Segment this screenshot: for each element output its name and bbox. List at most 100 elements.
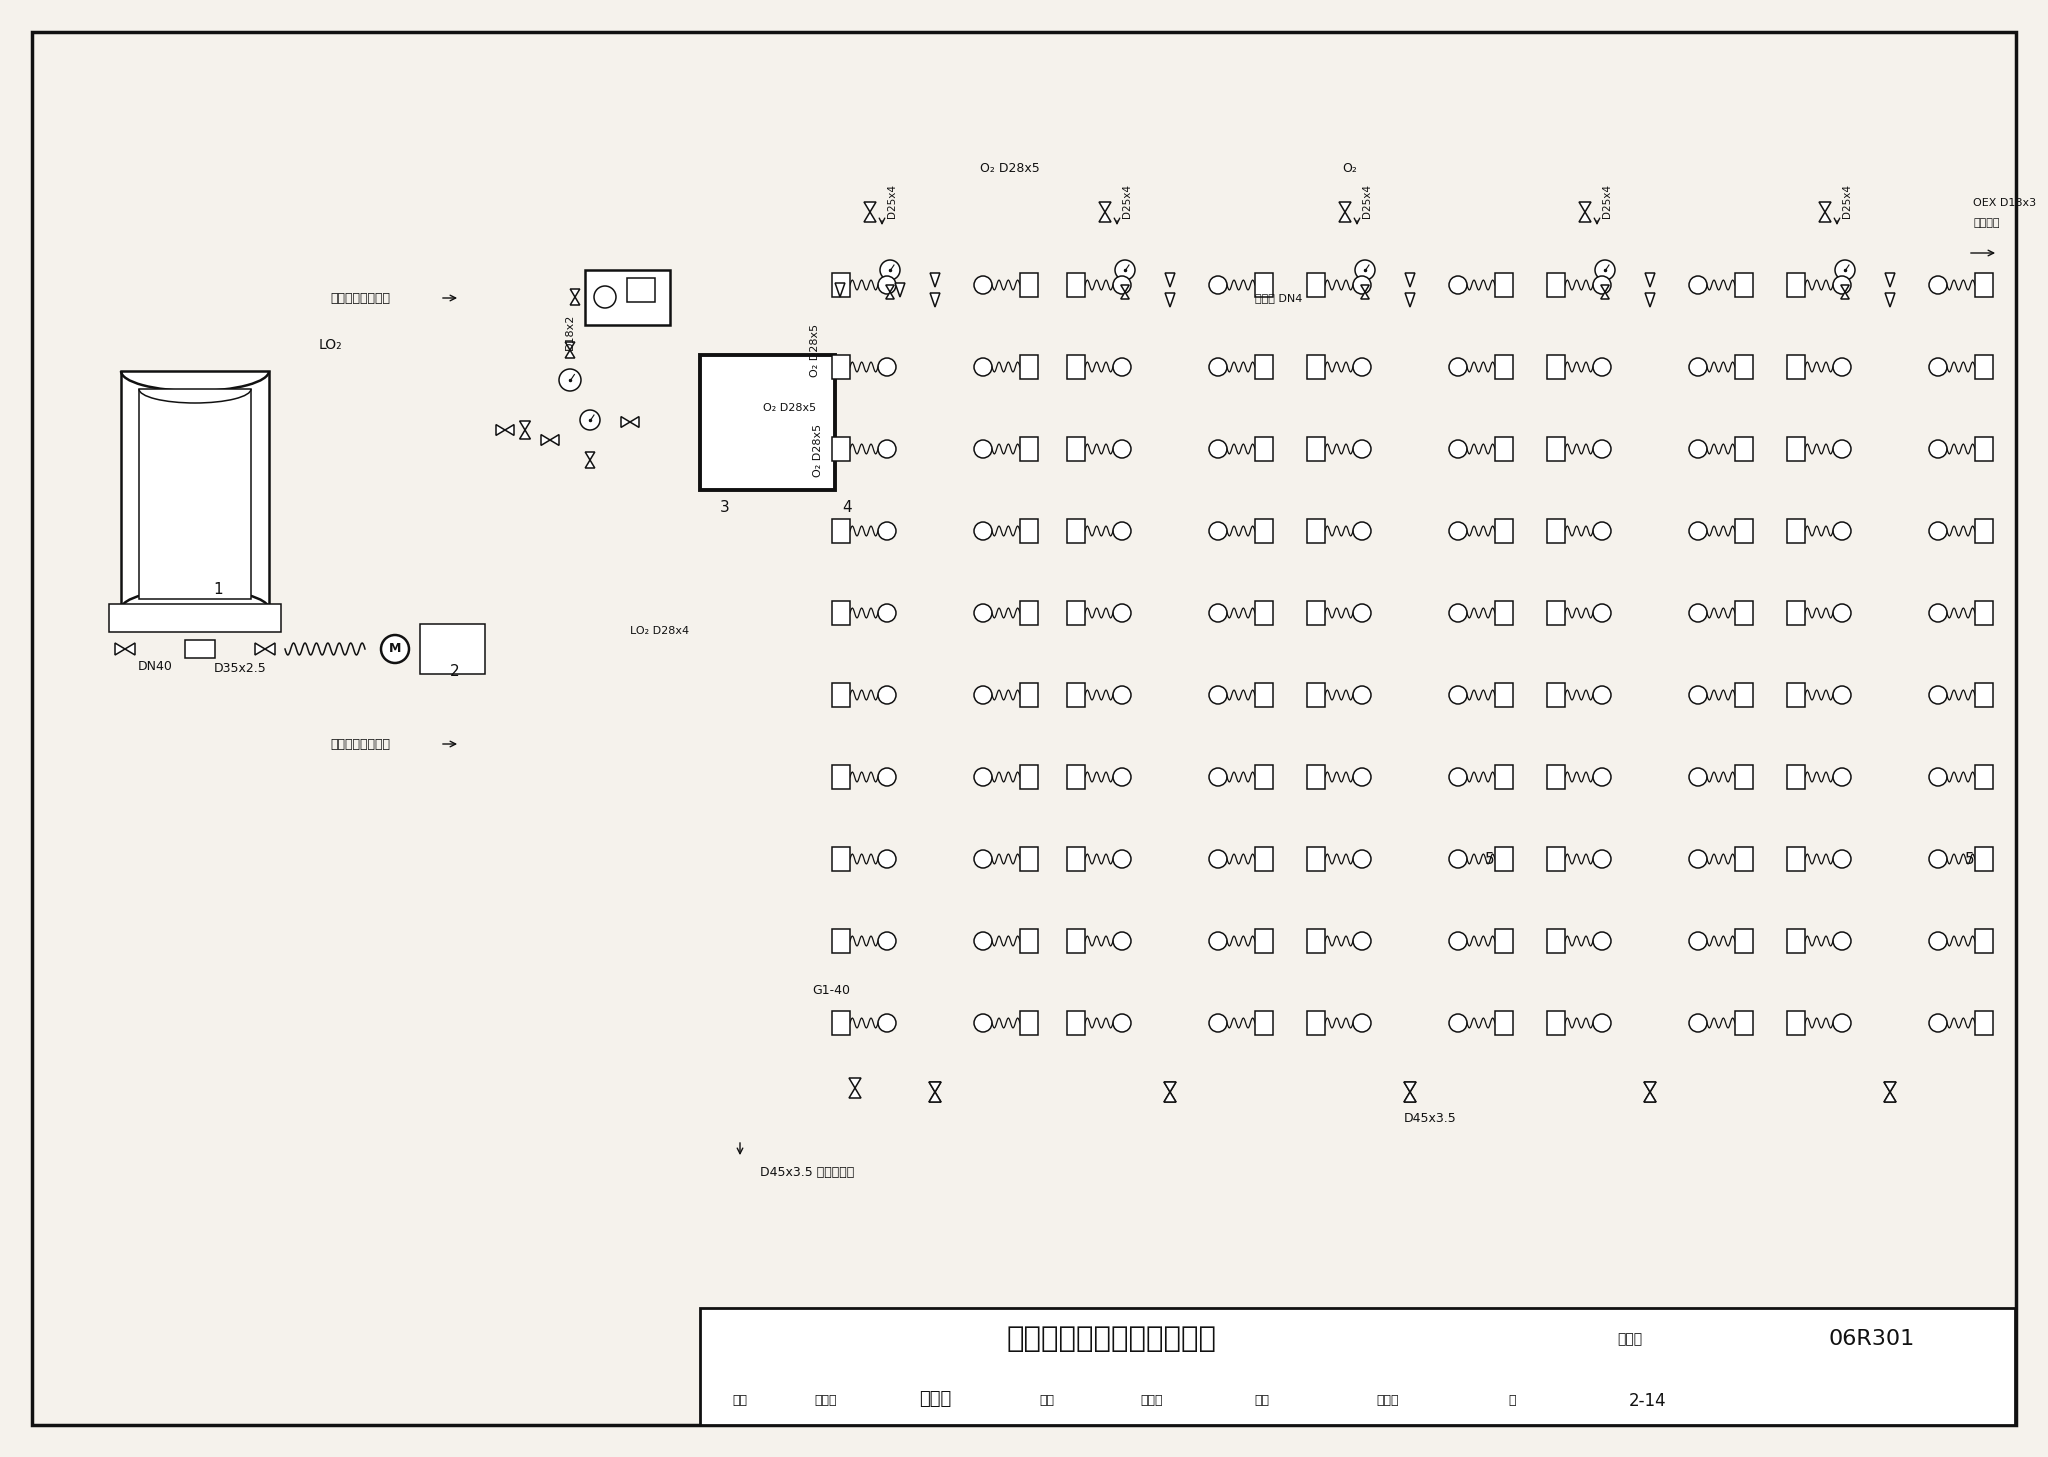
- Bar: [1735, 847, 1753, 871]
- Polygon shape: [569, 288, 580, 297]
- Text: D25x4: D25x4: [1841, 184, 1851, 219]
- Polygon shape: [1163, 1083, 1176, 1091]
- Text: 1: 1: [213, 583, 223, 597]
- Polygon shape: [1100, 213, 1110, 221]
- Circle shape: [1354, 522, 1370, 541]
- Circle shape: [1208, 358, 1227, 376]
- Circle shape: [975, 522, 991, 541]
- Text: 灌氧站医用氧气充装系统图: 灌氧站医用氧气充装系统图: [1008, 1324, 1217, 1354]
- Polygon shape: [1163, 1091, 1176, 1101]
- Polygon shape: [621, 417, 631, 427]
- Bar: [831, 519, 850, 543]
- Polygon shape: [506, 424, 514, 436]
- Polygon shape: [1579, 213, 1591, 221]
- Bar: [1974, 847, 1993, 871]
- Polygon shape: [1841, 291, 1849, 299]
- Bar: [586, 270, 670, 325]
- Bar: [1067, 272, 1085, 297]
- Circle shape: [1112, 275, 1130, 294]
- Bar: [1255, 930, 1274, 953]
- Circle shape: [1208, 932, 1227, 950]
- Text: D18x2: D18x2: [565, 313, 575, 350]
- Bar: [1788, 437, 1804, 460]
- Bar: [1495, 847, 1513, 871]
- Polygon shape: [1405, 1091, 1415, 1101]
- Text: 向制造厂成套订购: 向制造厂成套订购: [330, 737, 389, 750]
- Text: O₂ D28x5: O₂ D28x5: [813, 424, 823, 476]
- Circle shape: [1833, 932, 1851, 950]
- Circle shape: [1208, 768, 1227, 785]
- Circle shape: [975, 932, 991, 950]
- Circle shape: [879, 686, 897, 704]
- Bar: [1307, 1011, 1325, 1034]
- Circle shape: [1690, 768, 1706, 785]
- Circle shape: [879, 768, 897, 785]
- Bar: [1307, 272, 1325, 297]
- Bar: [1735, 356, 1753, 379]
- Polygon shape: [930, 272, 940, 287]
- Text: 接至室外: 接至室外: [1972, 219, 1999, 227]
- Bar: [1546, 272, 1565, 297]
- Polygon shape: [1884, 293, 1894, 307]
- Bar: [1495, 1011, 1513, 1034]
- Circle shape: [879, 522, 897, 541]
- Text: G1-40: G1-40: [811, 983, 850, 997]
- Circle shape: [1450, 522, 1466, 541]
- Text: 审核: 审核: [733, 1394, 748, 1407]
- Circle shape: [1450, 768, 1466, 785]
- Polygon shape: [930, 293, 940, 307]
- Bar: [1307, 600, 1325, 625]
- Polygon shape: [1645, 1091, 1657, 1101]
- Text: O₂: O₂: [1343, 163, 1358, 175]
- Polygon shape: [125, 643, 135, 656]
- Circle shape: [879, 275, 897, 294]
- Circle shape: [1833, 686, 1851, 704]
- Text: 设计: 设计: [1255, 1394, 1270, 1407]
- Circle shape: [1929, 275, 1948, 294]
- Circle shape: [975, 358, 991, 376]
- Circle shape: [1929, 522, 1948, 541]
- Bar: [1067, 847, 1085, 871]
- Circle shape: [879, 605, 897, 622]
- Circle shape: [1690, 440, 1706, 457]
- Bar: [627, 278, 655, 302]
- Text: O₂ D28x5: O₂ D28x5: [981, 163, 1040, 175]
- Circle shape: [580, 409, 600, 430]
- Bar: [1546, 600, 1565, 625]
- Circle shape: [1114, 259, 1135, 280]
- Circle shape: [1112, 440, 1130, 457]
- Bar: [1255, 600, 1274, 625]
- Text: 取样口 DN4: 取样口 DN4: [1255, 293, 1303, 303]
- Circle shape: [1112, 849, 1130, 868]
- Circle shape: [1450, 1014, 1466, 1032]
- Circle shape: [594, 286, 616, 307]
- Circle shape: [1929, 605, 1948, 622]
- Circle shape: [1450, 686, 1466, 704]
- Circle shape: [1112, 686, 1130, 704]
- Bar: [1495, 765, 1513, 790]
- Circle shape: [1833, 440, 1851, 457]
- Bar: [1020, 930, 1038, 953]
- Polygon shape: [1602, 291, 1610, 299]
- Bar: [1307, 519, 1325, 543]
- Circle shape: [1112, 768, 1130, 785]
- Bar: [700, 356, 836, 490]
- Bar: [1255, 1011, 1274, 1034]
- Circle shape: [879, 358, 897, 376]
- Bar: [1255, 765, 1274, 790]
- Circle shape: [1833, 605, 1851, 622]
- Text: DN40: DN40: [137, 660, 172, 673]
- Bar: [1974, 519, 1993, 543]
- Polygon shape: [1645, 272, 1655, 287]
- Polygon shape: [1405, 1091, 1415, 1101]
- Text: 4: 4: [842, 501, 852, 516]
- Bar: [1020, 356, 1038, 379]
- Bar: [139, 389, 252, 599]
- Circle shape: [1356, 259, 1374, 280]
- Polygon shape: [1819, 213, 1831, 221]
- Polygon shape: [1100, 203, 1110, 213]
- Polygon shape: [264, 643, 274, 656]
- Bar: [1788, 519, 1804, 543]
- Circle shape: [1354, 1014, 1370, 1032]
- Polygon shape: [1165, 272, 1176, 287]
